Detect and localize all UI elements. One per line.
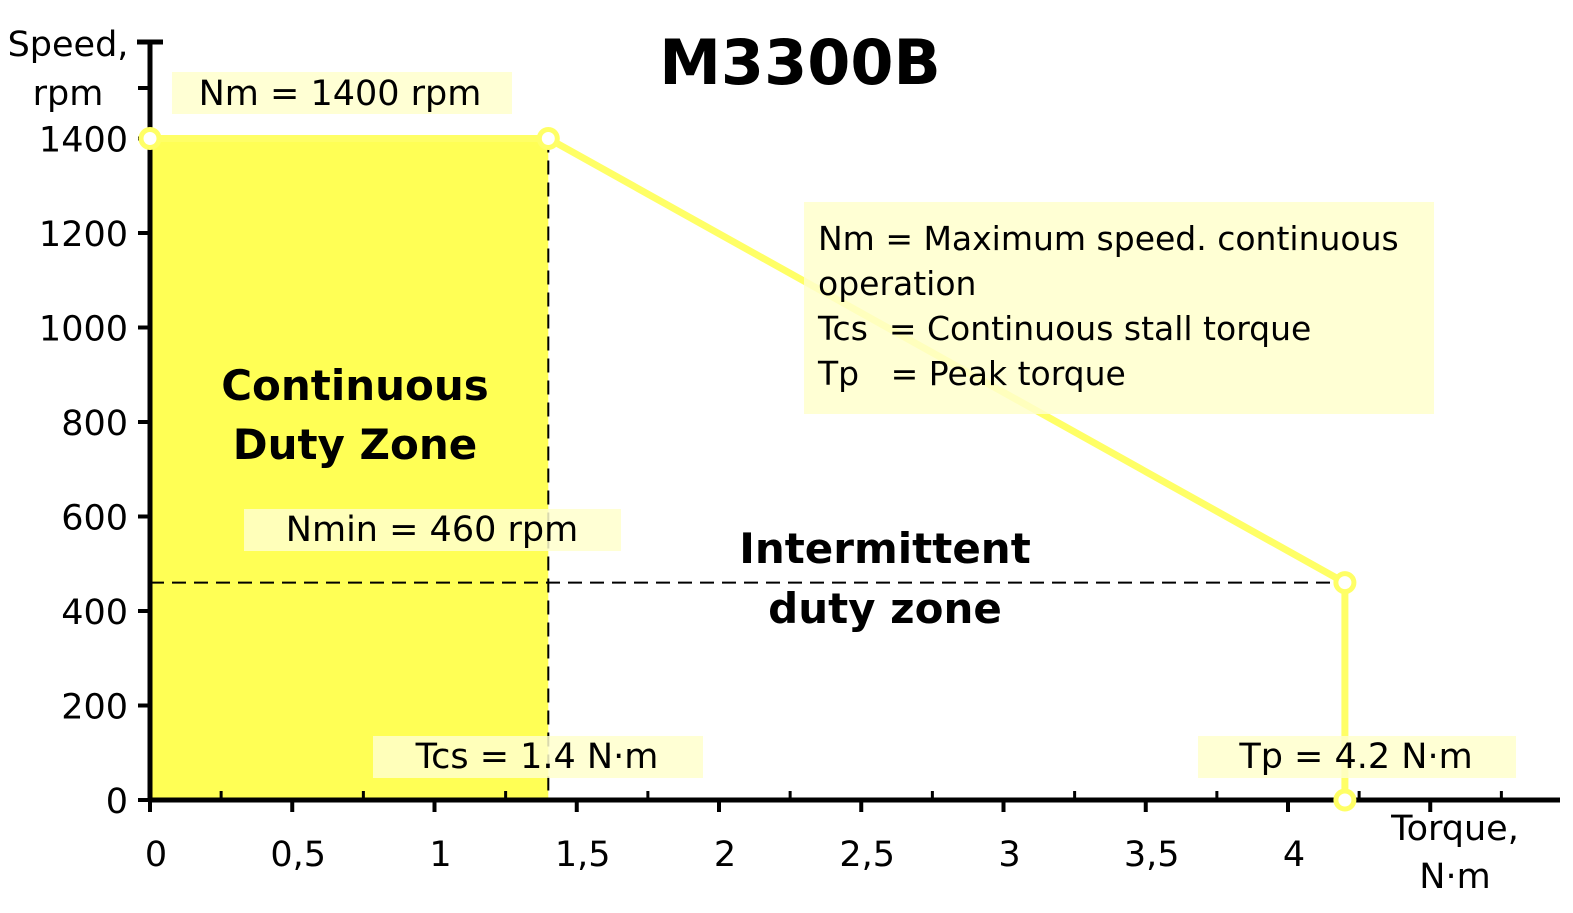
tp-label: Tp = 4.2 N·m: [1238, 737, 1472, 777]
legend-line-3: Tcs = Continuous stall torque: [817, 309, 1311, 348]
legend-line-4: Tp = Peak torque: [817, 354, 1126, 393]
continuous-duty-zone: [150, 138, 549, 800]
y-axis-label-line1: Speed,: [8, 25, 129, 65]
legend-box: [804, 202, 1434, 414]
y-tick-label: 800: [61, 404, 128, 444]
y-tick-label: 1400: [39, 121, 128, 161]
curve-point: [536, 127, 560, 150]
y-tick-label: 0: [106, 782, 128, 822]
legend-line-2: operation: [818, 264, 976, 303]
tcs-label-box: [373, 736, 703, 778]
tcs-label: Tcs = 1.4 N·m: [415, 737, 659, 777]
continuous-zone-label-line2: Duty Zone: [233, 420, 478, 469]
y-tick-label: 600: [61, 499, 128, 539]
y-axis-label-line2: rpm: [33, 74, 104, 114]
intermittent-zone-label-line2: duty zone: [768, 584, 1002, 633]
nm-label: Nm = 1400 rpm: [199, 74, 482, 114]
curve-point: [1333, 788, 1357, 812]
y-tick-label: 1200: [39, 215, 128, 255]
tp-label-box: [1198, 736, 1516, 778]
x-tick-label: 2,5: [839, 835, 895, 875]
nmin-label-box: [244, 509, 621, 551]
x-tick-label: 1: [429, 835, 451, 875]
chart-title: M3300B: [659, 26, 941, 99]
nm-label-box: [172, 72, 512, 114]
curve-point: [1333, 571, 1357, 595]
x-axis-label-line1: Torque,: [1390, 809, 1519, 849]
y-tick-label: 1000: [39, 310, 128, 350]
y-tick-label: 400: [61, 593, 128, 633]
continuous-zone-label-line1: Continuous: [221, 361, 489, 410]
y-tick-label: 200: [61, 688, 128, 728]
x-tick-label: 3,5: [1124, 835, 1180, 875]
nmin-label: Nmin = 460 rpm: [286, 510, 578, 550]
curve-point: [138, 127, 162, 150]
x-tick-label: 0,5: [270, 835, 326, 875]
legend-line-1: Nm = Maximum speed. continuous: [818, 219, 1399, 258]
x-tick-label: 1,5: [555, 835, 611, 875]
x-tick-label: 2: [714, 835, 736, 875]
x-tick-label: 4: [1283, 835, 1305, 875]
intermittent-zone-label-line1: Intermittent: [739, 524, 1031, 573]
x-tick-label: 0: [145, 835, 167, 875]
x-tick-label: 3: [998, 835, 1020, 875]
x-axis-label-line2: N·m: [1419, 857, 1490, 897]
